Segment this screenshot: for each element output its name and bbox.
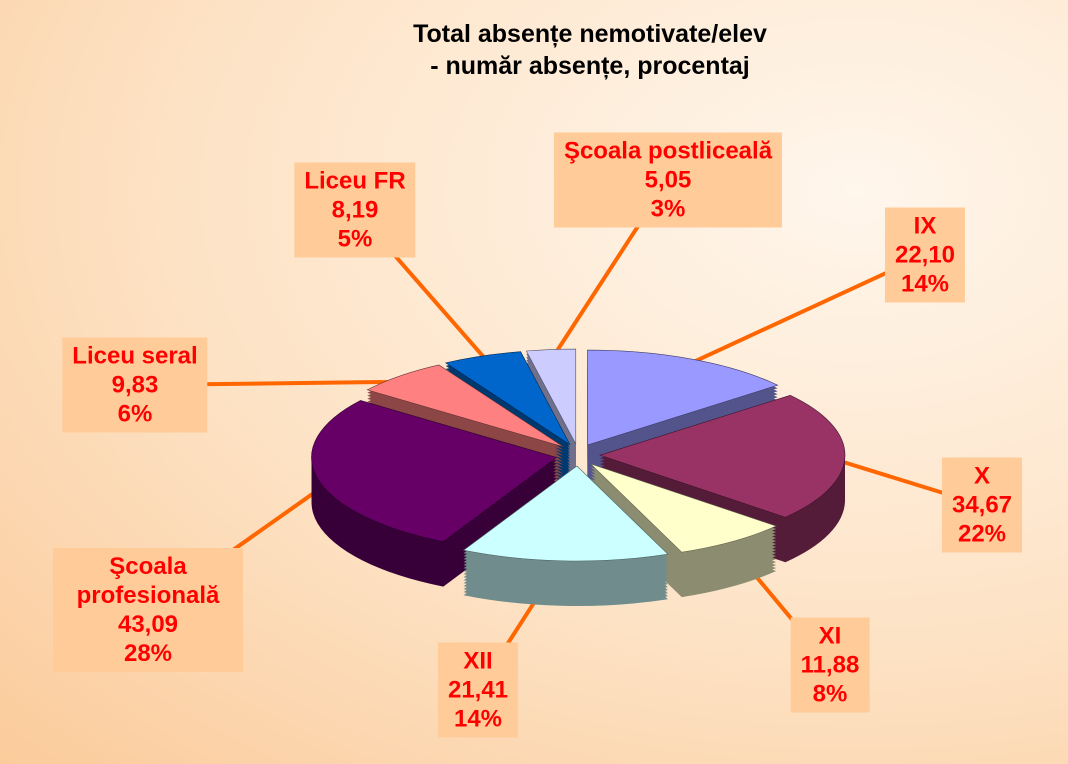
slice	[599, 394, 846, 518]
label-percent: 28%	[123, 640, 173, 667]
slice	[444, 351, 571, 445]
label-category: XII	[463, 647, 493, 675]
data-label: Şcoala postliceală 5,05 3%	[553, 132, 783, 228]
data-label: Liceu seral 9,83 6%	[62, 337, 208, 433]
label-percent: 5%	[337, 225, 373, 253]
slice	[587, 349, 779, 446]
slice	[590, 463, 777, 553]
label-category: X	[973, 462, 990, 490]
label-value: 34,67	[951, 491, 1013, 519]
data-label: Liceu FR 8,19 5%	[294, 162, 416, 258]
label-value: 5,05	[644, 166, 692, 194]
data-label: IX 22,10 14%	[884, 207, 966, 303]
label-category: Liceu seral	[72, 342, 198, 370]
label-category: XI	[818, 622, 842, 650]
data-label: Şcoala profesională 43,09 28%	[53, 548, 243, 672]
label-percent: 14%	[900, 270, 950, 298]
label-category: Liceu FR	[304, 167, 406, 195]
label-value: 43,09	[117, 611, 179, 638]
leader-line	[683, 253, 926, 368]
label-category: IX	[913, 212, 937, 240]
label-category: Şcoala profesională	[76, 553, 220, 609]
label-percent: 22%	[957, 520, 1007, 548]
label-percent: 14%	[453, 705, 503, 733]
label-percent: 6%	[117, 400, 153, 428]
chart-title: Total absențe nemotivate/elev - număr ab…	[413, 20, 767, 80]
label-value: 21,41	[447, 676, 509, 704]
slice	[525, 348, 577, 445]
data-label: XII 21,41 14%	[437, 642, 519, 738]
label-value: 22,10	[894, 241, 956, 269]
label-value: 8,19	[331, 196, 379, 224]
data-label: X 34,67 22%	[941, 457, 1023, 553]
label-category: Şcoala postliceală	[563, 137, 773, 165]
slice	[366, 364, 564, 448]
label-percent: 3%	[650, 195, 686, 223]
label-value: 9,83	[111, 371, 159, 399]
data-label: XI 11,88 8%	[790, 617, 870, 713]
label-value: 11,88	[800, 651, 860, 679]
label-percent: 8%	[812, 680, 848, 708]
slice	[462, 465, 669, 562]
slice	[311, 400, 558, 542]
